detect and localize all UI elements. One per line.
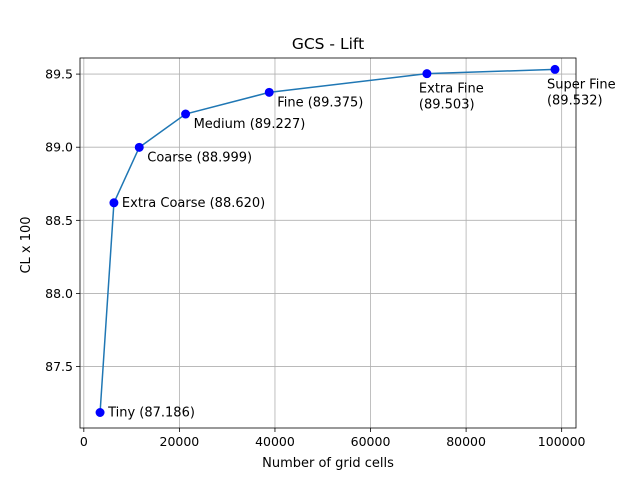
point-label-line: Extra Fine: [419, 82, 484, 97]
chart-title: GCS - Lift: [292, 35, 364, 53]
x-tick-label: 40000: [255, 434, 295, 449]
series: [95, 64, 560, 417]
x-tick-label: 0: [80, 434, 88, 449]
y-tick-label: 87.5: [45, 359, 73, 374]
data-point: [422, 69, 432, 79]
point-labels: Tiny (87.186) Extra Coarse (88.620) Coarse…: [107, 77, 616, 420]
point-label: Super Fine (89.532): [547, 77, 616, 108]
series-line: [99, 68, 555, 413]
point-label: Extra Fine (89.503): [419, 82, 484, 113]
data-point: [134, 142, 144, 152]
point-label-line: (89.532): [547, 93, 603, 108]
point-label: Tiny (87.186): [107, 405, 195, 420]
y-tick-label: 89.5: [45, 67, 73, 82]
data-point: [109, 198, 119, 208]
data-point: [550, 64, 560, 74]
y-tick-label: 88.5: [45, 213, 73, 228]
data-point: [264, 87, 274, 97]
plot-frame: [79, 57, 577, 429]
point-label-line: Super Fine: [547, 77, 616, 92]
x-tick-label: 60000: [351, 434, 391, 449]
axis-ticks: 0 20000 40000 60000 80000 100000 87.5 88.0 88.5 8…: [45, 67, 585, 449]
y-tick-label: 89.0: [45, 140, 73, 155]
grid-lines: [80, 58, 576, 428]
x-tick-label: 20000: [160, 434, 200, 449]
x-axis-title: Number of grid cells: [262, 456, 394, 471]
point-label-line: (89.503): [419, 98, 475, 113]
point-label: Coarse (88.999): [147, 150, 252, 165]
point-label: Fine (89.375): [277, 95, 363, 110]
y-axis-title: CL x 100: [19, 216, 34, 273]
point-label: Extra Coarse (88.620): [122, 196, 265, 211]
y-tick-label: 88.0: [45, 286, 73, 301]
x-tick-label: 80000: [446, 434, 486, 449]
point-label: Medium (89.227): [194, 117, 306, 132]
x-tick-label: 100000: [538, 434, 586, 449]
data-point: [181, 109, 191, 119]
data-point: [95, 407, 105, 417]
